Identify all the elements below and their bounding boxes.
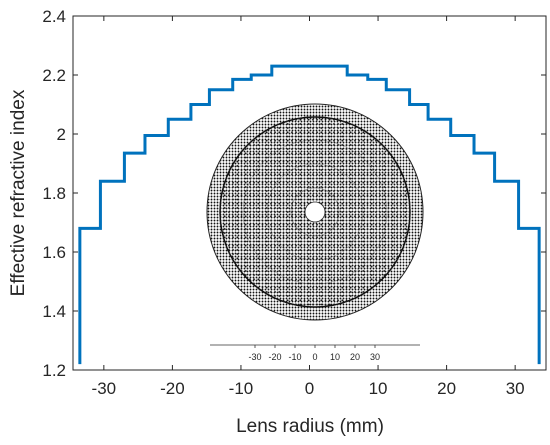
y-tick-label: 1.2	[42, 361, 66, 380]
inset-axis-ticks: -30 -20 -10 0 10 20 30	[248, 345, 380, 362]
lens-ring-1	[242, 139, 388, 285]
y-tick-label: 1.4	[42, 302, 66, 321]
lens-ring-3	[290, 187, 340, 237]
inset-tick-label: -30	[248, 352, 261, 362]
lens-ring-2	[266, 163, 364, 261]
y-axis-ticks: 1.2 1.4 1.6 1.8 2 2.2 2.4	[42, 7, 546, 380]
x-tick-label: 0	[305, 379, 314, 398]
y-tick-label: 2	[57, 125, 66, 144]
y-tick-label: 2.4	[42, 7, 66, 26]
y-axis-label: Effective refractive index	[8, 89, 29, 296]
refractive-index-step-line	[78, 64, 541, 365]
inset-tick-label: 20	[350, 352, 360, 362]
inset-tick-label: 10	[330, 352, 340, 362]
y-tick-label: 2.2	[42, 66, 66, 85]
lens-inset: -30 -20 -10 0 10 20 30	[206, 103, 424, 362]
x-tick-label: -20	[160, 379, 185, 398]
x-tick-label: -10	[229, 379, 254, 398]
x-tick-label: 30	[506, 379, 525, 398]
inset-tick-label: 0	[312, 352, 317, 362]
inset-tick-label: -20	[268, 352, 281, 362]
x-axis-label: Lens radius (mm)	[236, 416, 384, 437]
inset-tick-label: -10	[288, 352, 301, 362]
x-tick-label: -30	[92, 379, 117, 398]
y-tick-label: 1.8	[42, 184, 66, 203]
y-tick-label: 1.6	[42, 243, 66, 262]
x-tick-label: 20	[437, 379, 456, 398]
x-axis-ticks: -30 -20 -10 0 10 20 30	[92, 16, 525, 398]
x-tick-label: 10	[369, 379, 388, 398]
lens-center	[304, 201, 326, 223]
inset-tick-label: 30	[370, 352, 380, 362]
